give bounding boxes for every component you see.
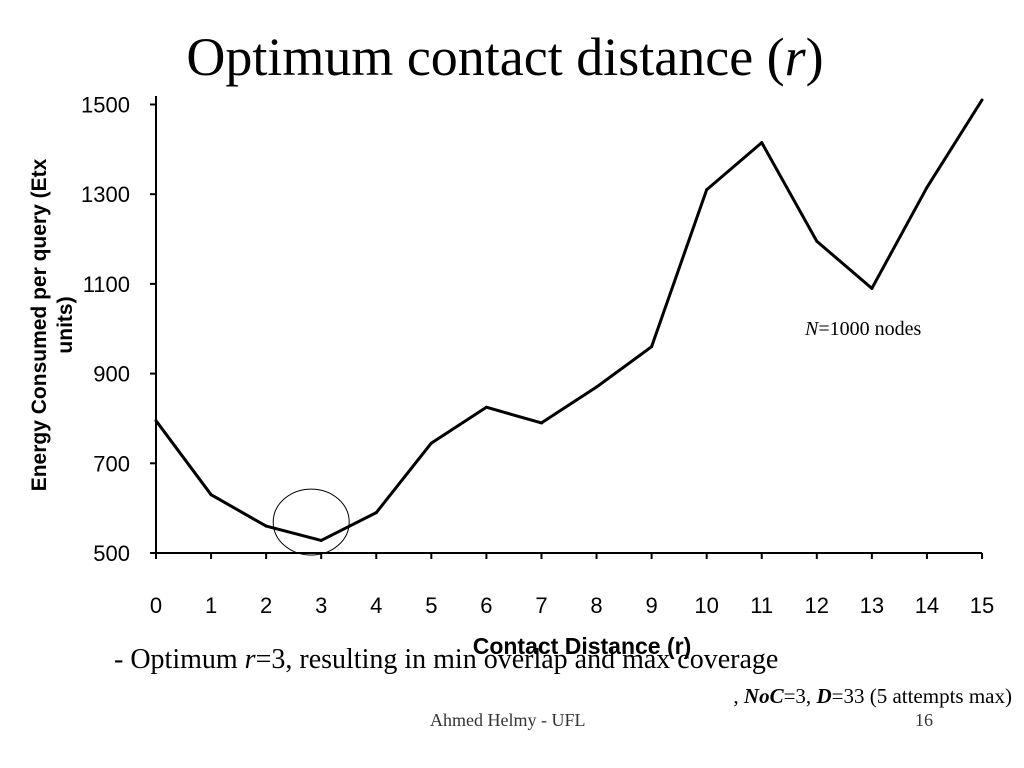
data-point: [595, 385, 599, 389]
data-point: [429, 441, 433, 445]
series-group: [154, 98, 984, 542]
data-point: [209, 493, 213, 497]
series-line: [154, 99, 984, 542]
node-count-annotation: N=1000 nodes: [805, 318, 921, 341]
energy-line-chart: Energy Consumed per query (Etx units) 50…: [28, 92, 994, 659]
x-tick-label: 14: [915, 593, 939, 618]
data-point: [484, 405, 488, 409]
y-ticks: 500 700 900 1100 1300 1500: [81, 92, 156, 566]
x-ticks: 0 1 2 3 4 5 6 7 8 9 10 11 12 13 14 15: [150, 553, 994, 618]
x-tick-label: 8: [590, 593, 602, 618]
params-lead: ,: [733, 684, 744, 708]
x-tick-label: 6: [480, 593, 492, 618]
axes: [155, 96, 982, 554]
node-count-text: =1000 nodes: [818, 318, 922, 340]
bullet-prefix: - Optimum: [114, 644, 245, 675]
y-axis-label-line-2: units): [54, 296, 77, 353]
d-value: =33 (5 attempts max): [831, 684, 1012, 708]
x-tick-label: 2: [260, 593, 272, 618]
x-tick-label: 5: [425, 593, 437, 618]
title-text: Optimum contact distance (: [186, 27, 785, 87]
data-point: [319, 538, 323, 542]
bullet-text: =3, resulting in min overlap and max cov…: [255, 644, 779, 675]
footer-page-number: 16: [915, 710, 933, 730]
x-tick-label: 15: [970, 593, 994, 618]
data-point: [539, 421, 543, 425]
node-count-variable: N: [805, 318, 819, 340]
parameters-note: , NoC=3, D=33 (5 attempts max): [733, 684, 1012, 709]
data-point: [980, 98, 984, 102]
y-tick-label: 1300: [81, 182, 130, 207]
slide-title: Optimum contact distance (r): [0, 30, 1010, 84]
y-tick-label: 1100: [83, 272, 130, 297]
highlight-group: [272, 488, 350, 556]
x-tick-label: 10: [694, 593, 718, 618]
x-tick-label: 12: [805, 593, 829, 618]
title-close-paren: ): [805, 27, 824, 87]
x-tick-label: 0: [150, 593, 162, 618]
bullet-variable: r: [244, 644, 256, 675]
data-point: [870, 286, 874, 290]
y-tick-label: 700: [93, 451, 130, 476]
title-variable: r: [784, 27, 806, 87]
data-point: [374, 511, 378, 515]
x-tick-label: 11: [750, 593, 773, 618]
y-tick-label: 1500: [81, 92, 130, 117]
minimum-highlight-circle: [272, 488, 350, 556]
y-axis-label: Energy Consumed per query (Etx units): [28, 158, 77, 491]
x-tick-label: 3: [315, 593, 327, 618]
noc-label: NoC: [743, 684, 784, 708]
y-tick-label: 900: [93, 362, 130, 387]
data-point: [705, 188, 709, 192]
data-point: [650, 345, 654, 349]
x-tick-label: 7: [535, 593, 547, 618]
y-tick-label: 500: [93, 541, 130, 566]
x-tick-label: 13: [860, 593, 884, 618]
x-tick-label: 1: [205, 593, 217, 618]
data-point: [760, 141, 764, 145]
noc-value: =3,: [783, 684, 817, 708]
d-label: D: [816, 684, 832, 708]
y-axis-label-line-1: Energy Consumed per query (Etx: [28, 158, 51, 491]
data-point: [264, 524, 268, 528]
x-axis-label: Contact Distance (r): [473, 633, 692, 659]
x-tick-label: 9: [645, 593, 657, 618]
data-point: [925, 185, 929, 189]
bullet-point: - Optimum r=3, resulting in min overlap …: [114, 644, 778, 676]
data-point: [154, 419, 158, 423]
data-point: [815, 239, 819, 243]
x-tick-label: 4: [370, 593, 382, 618]
footer-author: Ahmed Helmy - UFL: [430, 710, 586, 730]
